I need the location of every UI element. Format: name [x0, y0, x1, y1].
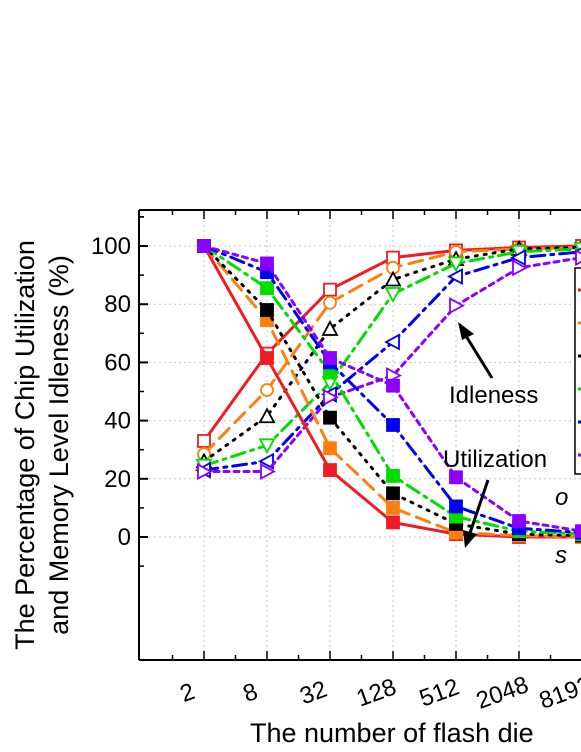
y-tick-label: 80 [104, 291, 131, 318]
x-tick-label: 32 [296, 676, 330, 711]
x-tick-label: 8 [240, 678, 262, 708]
data-point [323, 282, 337, 297]
annotations: Idleness Utilization o s [443, 322, 568, 569]
idleness-arrowhead-icon [458, 322, 474, 340]
data-point [512, 514, 526, 528]
y-tick-label: 40 [104, 408, 131, 435]
legend-fragment-1: o [555, 484, 568, 511]
y-axis-title-line-2: and Memory Level Idleness (%) [44, 255, 74, 635]
series-idleness-2 [195, 240, 581, 469]
data-point [260, 281, 274, 296]
idleness-label: Idleness [449, 382, 538, 409]
x-tick-label: 128 [353, 673, 400, 712]
data-point [260, 256, 274, 271]
data-point [197, 434, 211, 448]
data-point [447, 256, 465, 273]
data-point [323, 295, 337, 310]
legend-box [574, 267, 581, 475]
data-point [323, 410, 337, 425]
utilization-label: Utilization [443, 446, 547, 473]
legend-frame [574, 267, 581, 475]
data-point [386, 378, 400, 393]
legend-fragment-2: s [555, 542, 567, 569]
x-axis-title: The number of flash die [250, 718, 534, 748]
utilization-arrowhead-icon [463, 530, 477, 548]
data-point [258, 407, 276, 424]
data-point [323, 463, 337, 477]
y-tick-label: 60 [104, 349, 131, 376]
x-tick-label: 2048 [473, 671, 532, 715]
data-point [260, 463, 276, 481]
utilization-arrow [468, 479, 490, 534]
data-point [323, 388, 339, 406]
data-point [447, 268, 463, 286]
data-point [197, 463, 213, 481]
y-tick-label: 0 [118, 524, 131, 551]
data-point [321, 320, 339, 336]
data-point [386, 418, 400, 432]
x-tick-label: 512 [416, 673, 463, 712]
data-point [386, 468, 400, 483]
data-point [512, 259, 528, 277]
data-point [449, 499, 463, 514]
data-point [384, 333, 400, 351]
data-point [260, 303, 274, 317]
data-point [575, 249, 581, 267]
data-point [575, 524, 581, 539]
data-point [384, 270, 402, 287]
data-point [323, 441, 337, 456]
data-point [258, 438, 276, 455]
data-point [197, 239, 211, 253]
idleness-arrow [464, 335, 494, 379]
data-point [323, 351, 337, 365]
series-idleness-5 [197, 249, 581, 481]
data-point [384, 287, 402, 303]
data-point [449, 470, 463, 485]
data-point [449, 297, 465, 315]
data-point [260, 383, 274, 397]
x-tick-label: 8192 [536, 671, 581, 715]
data-point [386, 486, 400, 501]
data-point [510, 249, 526, 267]
x-tick-label: 2 [177, 678, 199, 708]
plot-frame [138, 209, 581, 661]
series-utilization-11 [197, 239, 581, 539]
series-idleness-3 [195, 242, 581, 475]
y-axis-title-line-1: The Percentage of Chip Utilization [10, 240, 40, 650]
y-tick-label: 20 [104, 466, 131, 493]
data-point [260, 351, 274, 365]
data-point [258, 452, 274, 470]
data-point [386, 500, 400, 515]
series-layer [195, 239, 581, 544]
y-tick-label: 100 [91, 233, 131, 260]
data-point [386, 515, 400, 530]
